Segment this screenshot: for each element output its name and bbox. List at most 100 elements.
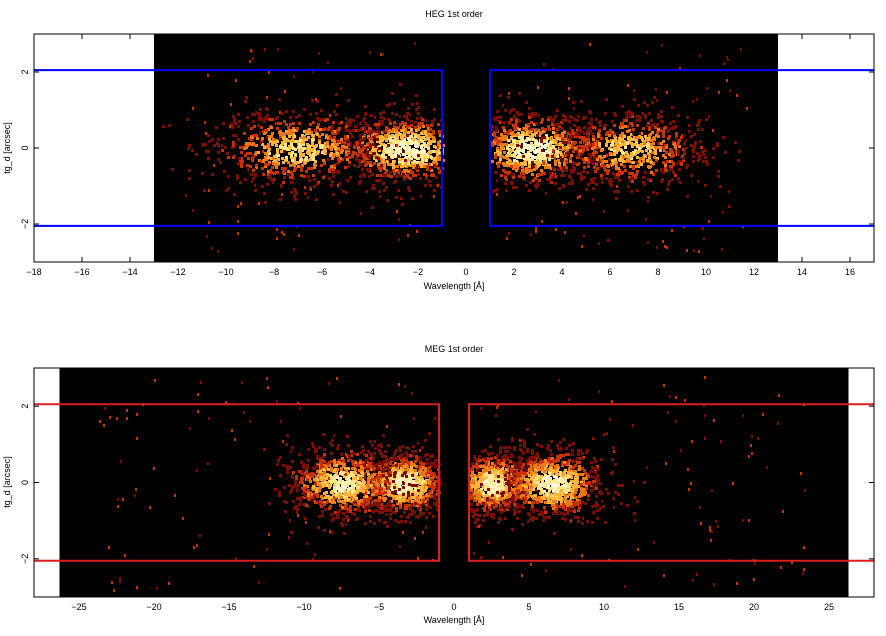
heg-event-pixel bbox=[622, 152, 625, 155]
heg-event-pixel bbox=[534, 156, 537, 159]
meg-event-pixel bbox=[402, 482, 405, 485]
meg-event-pixel bbox=[355, 480, 358, 483]
meg-event-pixel bbox=[337, 461, 340, 464]
meg-event-pixel bbox=[422, 484, 425, 487]
meg-event-pixel bbox=[389, 479, 392, 482]
heg-event-pixel bbox=[267, 170, 270, 173]
meg-event-pixel bbox=[351, 460, 354, 463]
heg-background-event bbox=[645, 218, 647, 221]
heg-event-pixel bbox=[693, 145, 696, 148]
heg-event-pixel bbox=[380, 174, 383, 177]
meg-event-pixel bbox=[406, 473, 409, 476]
meg-event-pixel bbox=[387, 490, 390, 493]
heg-event-pixel bbox=[521, 165, 524, 168]
heg-event-pixel bbox=[247, 157, 250, 160]
meg-event-pixel bbox=[399, 471, 402, 474]
heg-event-pixel bbox=[395, 132, 398, 135]
meg-event-pixel bbox=[341, 490, 344, 493]
heg-event-pixel bbox=[238, 157, 241, 160]
heg-event-pixel bbox=[628, 160, 631, 163]
heg-event-pixel bbox=[656, 123, 659, 126]
heg-event-pixel bbox=[543, 136, 546, 139]
meg-event-pixel bbox=[360, 503, 363, 506]
heg-event-pixel bbox=[403, 152, 406, 155]
heg-event-pixel bbox=[407, 147, 410, 150]
heg-event-pixel bbox=[380, 143, 383, 146]
meg-event-pixel bbox=[316, 457, 319, 460]
heg-event-pixel bbox=[372, 143, 375, 146]
heg-event-pixel bbox=[267, 128, 270, 131]
meg-event-pixel bbox=[401, 453, 404, 456]
heg-event-pixel bbox=[331, 139, 334, 142]
heg-event-pixel bbox=[530, 142, 533, 145]
meg-event-pixel bbox=[410, 464, 413, 467]
heg-event-pixel bbox=[366, 124, 369, 127]
heg-event-pixel bbox=[264, 117, 267, 120]
heg-event-pixel bbox=[643, 140, 646, 143]
meg-event-pixel bbox=[433, 462, 436, 465]
heg-event-pixel bbox=[404, 157, 407, 160]
heg-event-pixel bbox=[348, 129, 351, 132]
heg-event-pixel bbox=[427, 147, 430, 150]
heg-event-pixel bbox=[582, 145, 585, 148]
heg-event-pixel bbox=[546, 154, 549, 157]
heg-background-event bbox=[403, 98, 405, 101]
meg-event-pixel bbox=[482, 486, 485, 489]
heg-event-pixel bbox=[409, 169, 412, 172]
meg-event-pixel bbox=[426, 453, 429, 456]
meg-event-pixel bbox=[399, 501, 402, 504]
heg-event-pixel bbox=[554, 182, 557, 185]
heg-event-pixel bbox=[532, 138, 535, 141]
heg-background-event bbox=[213, 164, 215, 167]
meg-event-pixel bbox=[415, 474, 418, 477]
meg-event-pixel bbox=[297, 484, 300, 487]
heg-background-event bbox=[499, 121, 501, 124]
heg-event-pixel bbox=[672, 163, 675, 166]
heg-event-pixel bbox=[626, 130, 629, 133]
heg-event-pixel bbox=[348, 124, 351, 127]
heg-event-pixel bbox=[344, 166, 347, 169]
meg-event-pixel bbox=[331, 439, 334, 442]
meg-event-pixel bbox=[378, 519, 381, 522]
heg-event-pixel bbox=[628, 110, 631, 113]
heg-event-pixel bbox=[544, 166, 547, 169]
heg-event-pixel bbox=[244, 178, 247, 181]
heg-event-pixel bbox=[313, 185, 316, 188]
heg-event-pixel bbox=[494, 155, 497, 158]
meg-event-pixel bbox=[391, 491, 394, 494]
heg-event-pixel bbox=[540, 140, 543, 143]
heg-event-pixel bbox=[562, 148, 565, 151]
heg-event-pixel bbox=[507, 139, 510, 142]
heg-background-event bbox=[535, 227, 537, 230]
heg-event-pixel bbox=[399, 148, 402, 151]
heg-event-pixel bbox=[282, 171, 285, 174]
heg-event-pixel bbox=[424, 132, 427, 135]
meg-event-pixel bbox=[415, 490, 418, 493]
meg-event-pixel bbox=[357, 477, 360, 480]
heg-event-pixel bbox=[426, 168, 429, 171]
meg-event-pixel bbox=[405, 452, 408, 455]
heg-event-pixel bbox=[614, 158, 617, 161]
heg-background-event bbox=[344, 137, 346, 140]
heg-event-pixel bbox=[532, 179, 535, 182]
heg-event-pixel bbox=[378, 145, 381, 148]
heg-event-pixel bbox=[539, 132, 542, 135]
meg-event-pixel bbox=[376, 476, 379, 479]
heg-event-pixel bbox=[655, 159, 658, 162]
heg-background-event bbox=[696, 98, 698, 101]
meg-event-pixel bbox=[418, 470, 421, 473]
heg-event-pixel bbox=[569, 137, 572, 140]
heg-event-pixel bbox=[506, 171, 509, 174]
heg-event-pixel bbox=[281, 112, 284, 115]
meg-event-pixel bbox=[408, 497, 411, 500]
heg-event-pixel bbox=[680, 136, 683, 139]
heg-event-pixel bbox=[648, 128, 651, 131]
heg-background-event bbox=[554, 157, 556, 160]
heg-event-pixel bbox=[680, 163, 683, 166]
heg-event-pixel bbox=[576, 150, 579, 153]
meg-event-pixel bbox=[330, 513, 333, 516]
heg-event-pixel bbox=[506, 164, 509, 167]
heg-event-pixel bbox=[525, 171, 528, 174]
heg-event-pixel bbox=[349, 121, 352, 124]
heg-event-pixel bbox=[662, 140, 665, 143]
